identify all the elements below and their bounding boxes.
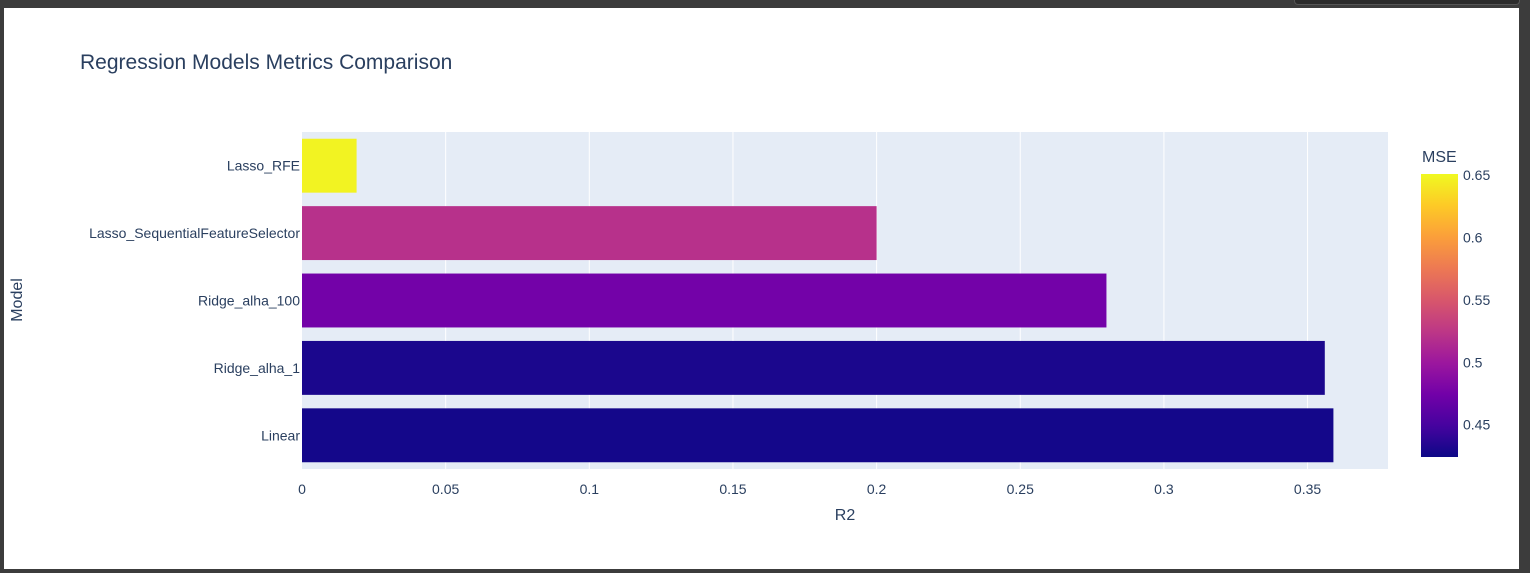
y-tick-labels: Linear Ridge_alha_1 Ridge_alha_100 Lasso_Se… (89, 158, 300, 444)
y-tick-label: Lasso_SequentialFeatureSelector (89, 225, 300, 241)
x-tick-label: 0.35 (1294, 481, 1321, 497)
y-tick-label: Ridge_alha_100 (198, 293, 300, 309)
colorbar-title: MSE (1422, 149, 1457, 166)
bars (302, 138, 1334, 463)
x-tick-label: 0.15 (719, 481, 746, 497)
x-tick-label: 0.25 (1007, 481, 1034, 497)
colorbar-tick-label: 0.6 (1463, 230, 1483, 246)
bar-lasso_rfe (302, 138, 357, 193)
bar-linear (302, 408, 1334, 463)
x-tick-label: 0 (298, 481, 306, 497)
bar-lasso_sequentialfeatureselector (302, 206, 877, 261)
x-tick-labels: 0 0.05 0.1 0.15 0.2 0.25 0.3 0.35 (298, 481, 1321, 497)
y-tick-label: Lasso_RFE (227, 158, 300, 174)
x-tick-label: 0.2 (867, 481, 887, 497)
colorbar: MSE 0.45 0.5 0.55 0.6 0.65 (1421, 149, 1490, 457)
bar-ridge_alha_100 (302, 273, 1107, 328)
colorbar-tick-label: 0.5 (1463, 354, 1483, 370)
bar-ridge_alha_1 (302, 340, 1325, 395)
colorbar-scale (1421, 174, 1458, 457)
chart-title: Regression Models Metrics Comparison (80, 51, 452, 74)
window-top-handle (1294, 0, 1520, 5)
chart-frame: Regression Models Metrics Comparison 0 0.… (4, 8, 1519, 569)
y-tick-label: Linear (261, 427, 300, 443)
colorbar-tick-label: 0.55 (1463, 292, 1490, 308)
colorbar-tick-label: 0.65 (1463, 167, 1490, 183)
bar-chart: Regression Models Metrics Comparison 0 0.… (9, 51, 1490, 524)
x-tick-label: 0.3 (1154, 481, 1174, 497)
x-tick-label: 0.05 (432, 481, 459, 497)
x-axis-title: R2 (835, 507, 856, 524)
y-tick-label: Ridge_alha_1 (214, 360, 301, 376)
colorbar-tick-labels: 0.45 0.5 0.55 0.6 0.65 (1463, 167, 1490, 432)
x-tick-label: 0.1 (580, 481, 600, 497)
colorbar-tick-label: 0.45 (1463, 417, 1490, 433)
y-axis-title: Model (9, 278, 26, 322)
